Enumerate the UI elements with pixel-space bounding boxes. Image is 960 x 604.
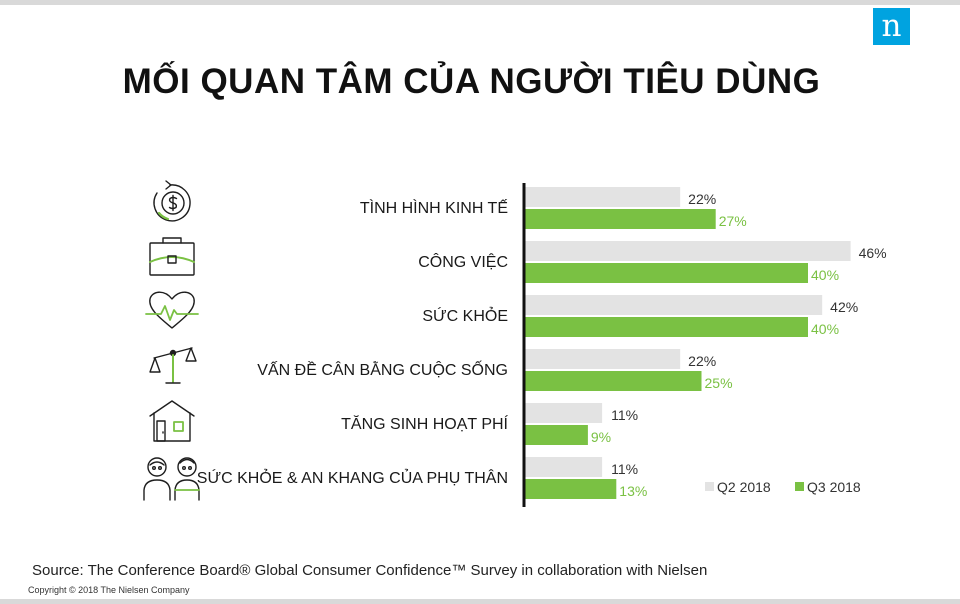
bar-q2-2018 <box>524 241 851 261</box>
chart-title: MỐI QUAN TÂM CỦA NGƯỜI TIÊU DÙNG <box>122 62 821 101</box>
parents-icon <box>143 457 200 501</box>
bar-q2-2018 <box>524 403 603 423</box>
value-label: 40% <box>811 267 839 283</box>
category-label: TĂNG SINH HOẠT PHÍ <box>341 414 508 433</box>
copyright-note: Copyright © 2018 The Nielsen Company <box>28 585 190 595</box>
value-label: 40% <box>811 321 839 337</box>
category-label: CÔNG VIỆC <box>418 252 508 271</box>
bar-q3-2018 <box>524 479 617 499</box>
bar-q2-2018 <box>524 295 823 315</box>
value-label: 25% <box>705 375 733 391</box>
nielsen-logo: n <box>873 8 910 45</box>
legend: Q2 2018 Q3 2018 <box>705 479 861 495</box>
legend-label: Q3 2018 <box>807 479 861 495</box>
dollar-cycle-icon <box>153 180 191 222</box>
bar-q2-2018 <box>524 349 681 369</box>
bars <box>524 187 851 499</box>
category-label: VẤN ĐỀ CÂN BẰNG CUỘC SỐNG <box>257 359 508 379</box>
value-label: 46% <box>859 245 887 261</box>
balance-scale-icon <box>149 347 197 384</box>
house-icon <box>149 400 195 442</box>
category-label: SỨC KHỎE & AN KHANG CỦA PHỤ THÂN <box>197 468 508 487</box>
value-label: 11% <box>611 461 638 477</box>
bar-q2-2018 <box>524 457 603 477</box>
bottom-rule <box>0 599 960 604</box>
category-labels: TÌNH HÌNH KINH TẾ CÔNG VIỆC SỨC KHỎE VẤN ĐỀ… <box>197 198 509 487</box>
category-label: SỨC KHỎE <box>422 306 508 325</box>
value-label: 22% <box>688 353 716 369</box>
bar-q3-2018 <box>524 209 716 229</box>
bar-q3-2018 <box>524 317 808 337</box>
bar-q3-2018 <box>524 263 808 283</box>
category-icons <box>143 180 200 501</box>
value-label: 22% <box>688 191 716 207</box>
value-label: 27% <box>719 213 747 229</box>
legend-label: Q2 2018 <box>717 479 771 495</box>
value-label: 13% <box>619 483 647 499</box>
bar-q2-2018 <box>524 187 681 207</box>
value-label: 11% <box>611 407 638 423</box>
value-labels: 22%27%46%40%42%40%22%25%11%9%11%13% <box>591 191 887 499</box>
top-rule <box>0 0 960 5</box>
legend-swatch <box>795 482 804 491</box>
bar-q3-2018 <box>524 425 588 445</box>
value-label: 42% <box>830 299 858 315</box>
legend-swatch <box>705 482 714 491</box>
value-label: 9% <box>591 429 611 445</box>
bar-q3-2018 <box>524 371 702 391</box>
briefcase-icon <box>149 237 195 276</box>
heart-pulse-icon <box>145 291 199 329</box>
category-label: TÌNH HÌNH KINH TẾ <box>360 198 508 217</box>
source-note: Source: The Conference Board® Global Con… <box>32 562 708 579</box>
